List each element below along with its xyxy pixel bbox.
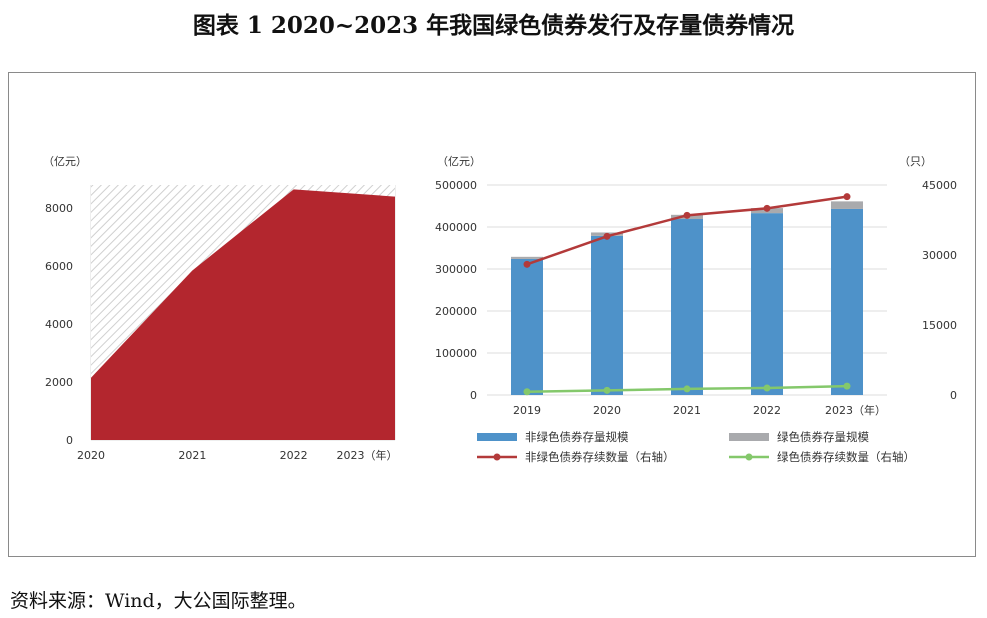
green-bar: [831, 201, 863, 209]
bar-line-chart: （亿元） （只） 0100000200000300000400000500000…: [435, 155, 957, 464]
bar-y2-tick-label: 45000: [922, 179, 957, 192]
area-y-tick-label: 0: [66, 434, 73, 447]
area-x-ticks: 2020 2021 2022 2023（年）: [77, 448, 398, 462]
non-green-bar: [511, 258, 543, 395]
green-count-point: [843, 382, 851, 390]
bar-x-tick-label: 2021: [673, 404, 701, 417]
non-green-count-point: [843, 193, 851, 201]
legend-label: 绿色债券存续数量（右轴）: [777, 450, 915, 464]
bar-y-tick-label: 500000: [435, 179, 477, 192]
bar-y-ticks: 0 100000 200000 300000 400000 500000: [435, 179, 477, 402]
area-x-tick-label: 2023（年）: [337, 448, 398, 462]
bar-x-tick-label: 2022: [753, 404, 781, 417]
green-count-point: [523, 388, 531, 396]
bar-y-tick-label: 100000: [435, 347, 477, 360]
area-y-tick-label: 6000: [45, 260, 73, 273]
legend-marker: [493, 453, 501, 461]
area-y-tick-label: 4000: [45, 318, 73, 331]
area-y-ticks: 0 2000 4000 6000 8000: [45, 202, 73, 447]
bar-y-tick-label: 400000: [435, 221, 477, 234]
bar-y-tick-label: 0: [470, 389, 477, 402]
bar-y-tick-label: 200000: [435, 305, 477, 318]
legend-marker: [745, 453, 753, 461]
area-series: [91, 189, 395, 440]
legend-swatch: [477, 433, 517, 441]
green-count-point: [603, 386, 611, 394]
area-x-tick-label: 2021: [178, 449, 206, 462]
bar-y2-tick-label: 15000: [922, 319, 957, 332]
bar-x-tick-label: 2023（年）: [825, 403, 886, 417]
green-bar: [511, 256, 543, 259]
source-note: 资料来源：Wind，大公国际整理。: [10, 590, 307, 612]
bar-y-tick-label: 300000: [435, 263, 477, 276]
non-green-bar: [591, 235, 623, 395]
legend-label: 非绿色债券存量规模: [525, 430, 629, 444]
non-green-bar: [751, 213, 783, 395]
green-count-point: [763, 384, 771, 392]
area-y-tick-label: 8000: [45, 202, 73, 215]
figure-title: 图表 1 2020~2023 年我国绿色债券发行及存量债券情况: [192, 12, 795, 39]
bar-y2-axis-label: （只）: [899, 155, 932, 168]
area-x-tick-label: 2022: [280, 449, 308, 462]
green-count-point: [683, 385, 691, 393]
area-y-axis-label: （亿元）: [43, 155, 87, 168]
area-y-tick-label: 2000: [45, 376, 73, 389]
area-x-tick-label: 2020: [77, 449, 105, 462]
non-green-count-point: [603, 232, 611, 240]
bar-y-axis-label: （亿元）: [437, 155, 481, 168]
chart-frame: （亿元） 0 2000 4000 6000 8000 2020 2021 2022 2023（…: [8, 72, 976, 557]
line-series: [523, 193, 851, 396]
area-chart: （亿元） 0 2000 4000 6000 8000 2020 2021 2022 2023（…: [43, 155, 398, 462]
bar-y2-ticks: 0 15000 30000 45000: [922, 179, 957, 402]
bar-x-tick-label: 2019: [513, 404, 541, 417]
bar-x-tick-label: 2020: [593, 404, 621, 417]
charts-svg: （亿元） 0 2000 4000 6000 8000 2020 2021 2022 2023（…: [43, 155, 957, 464]
bar-y2-tick-label: 30000: [922, 249, 957, 262]
non-green-count-point: [763, 204, 771, 212]
bar-y2-tick-label: 0: [950, 389, 957, 402]
non-green-bar: [671, 219, 703, 395]
legend-swatch: [729, 433, 769, 441]
legend-label: 绿色债券存量规模: [777, 430, 869, 444]
bar-series: [511, 201, 863, 395]
non-green-count-point: [523, 260, 531, 268]
non-green-bar: [831, 208, 863, 395]
non-green-count-point: [683, 211, 691, 219]
bar-x-ticks: 2019 2020 2021 2022 2023（年）: [513, 403, 886, 417]
legend-label: 非绿色债券存续数量（右轴）: [525, 450, 675, 464]
